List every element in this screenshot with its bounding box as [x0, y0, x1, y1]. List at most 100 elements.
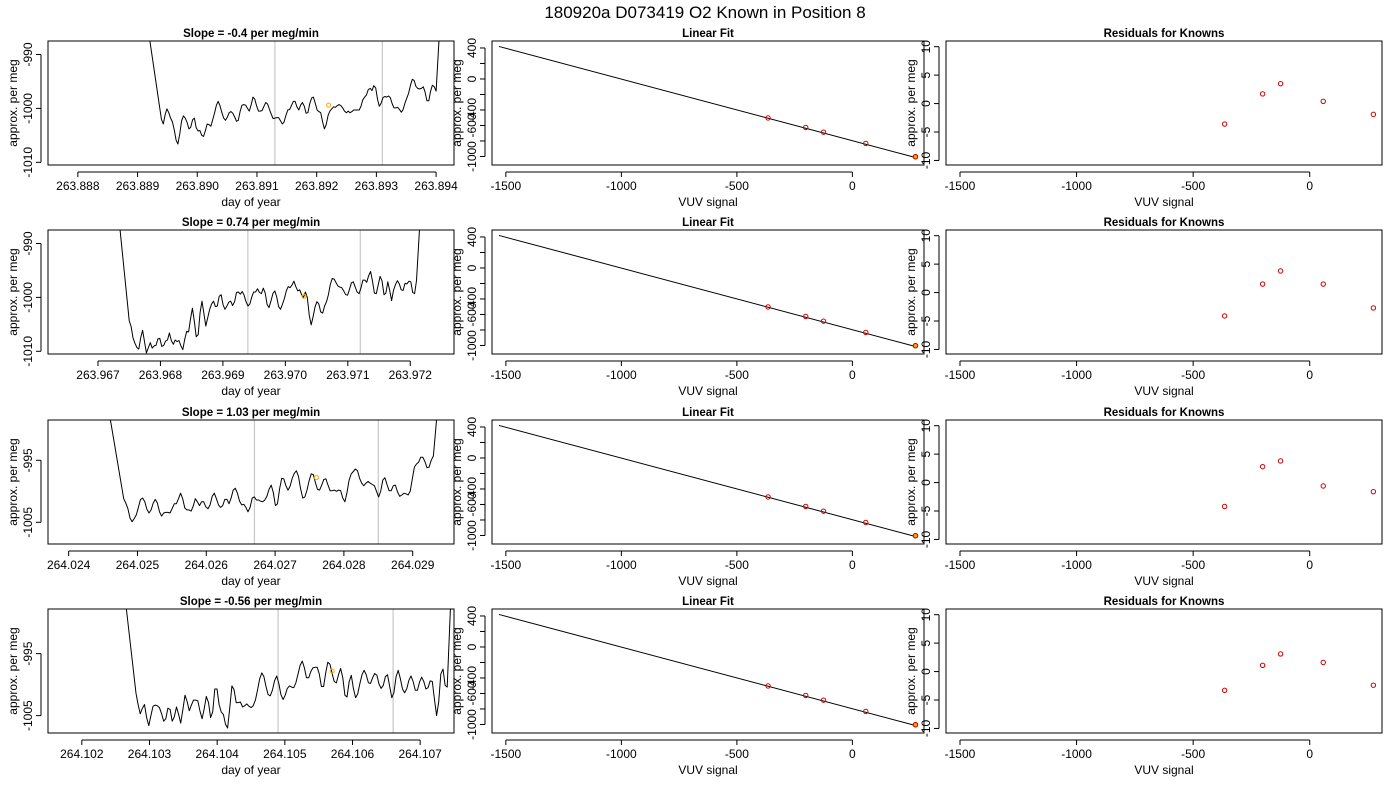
x-tick-label: 0	[849, 747, 856, 761]
x-tick-label: 263.888	[56, 179, 100, 193]
y-axis-label: approx. per meg	[904, 627, 918, 714]
x-tick-label: -500	[1181, 179, 1205, 193]
plot-area	[119, 230, 420, 354]
panel-2-1: Linear Fit -1500 -1000 -500 0 VUV signal -1000…	[450, 407, 925, 588]
y-tick-label: 10	[919, 40, 933, 54]
x-axis: -1500 -1000 -500 0 VUV signal	[945, 739, 1313, 777]
plot-frame	[491, 229, 925, 355]
x-tick-label: 0	[1306, 179, 1313, 193]
y-tick-label: 5	[919, 450, 933, 457]
y-tick-label: -1005	[21, 700, 35, 731]
x-tick-label: 264.102	[60, 747, 104, 761]
x-tick-label: 263.894	[414, 179, 458, 193]
x-tick-label: -1500	[945, 179, 976, 193]
y-tick-label: -5	[919, 315, 933, 326]
x-tick-label: 264.029	[391, 558, 435, 572]
data-trace	[149, 41, 440, 145]
y-tick-label: -1000	[21, 93, 35, 124]
y-tick-label: 0	[465, 454, 479, 461]
x-tick-label: 263.893	[355, 179, 399, 193]
x-axis: -1500 -1000 -500 0 VUV signal	[491, 360, 856, 398]
plot-area	[1221, 80, 1377, 127]
y-tick-label: -600	[465, 302, 479, 326]
plot-frame	[945, 40, 1383, 166]
x-tick-label: -1000	[1061, 179, 1092, 193]
y-tick-label: 0	[465, 264, 479, 271]
plot-area	[1221, 651, 1377, 694]
data-point	[765, 683, 771, 689]
highlight-point	[313, 475, 319, 481]
highlight-point	[329, 668, 335, 674]
x-tick-label: 0	[849, 179, 856, 193]
plot-frame	[491, 40, 925, 166]
data-point	[863, 329, 869, 336]
plot-frame	[945, 229, 1383, 355]
x-tick-label: 263.892	[295, 179, 339, 193]
x-axis-label: day of year	[221, 384, 280, 398]
y-tick-label: -600	[465, 492, 479, 516]
y-axis-label: approx. per meg	[6, 59, 20, 146]
x-tick-label: -500	[1181, 747, 1205, 761]
fit-line	[498, 424, 917, 538]
y-axis-label: approx. per meg	[904, 59, 918, 146]
y-tick-label: -10	[919, 719, 933, 737]
y-tick-label: 10	[919, 229, 933, 243]
x-axis-label: VUV signal	[678, 384, 737, 398]
plot-area	[1221, 268, 1377, 319]
panel-3-1: Linear Fit -1500 -1000 -500 0 VUV signal -1000…	[450, 596, 925, 777]
y-axis-label: approx. per meg	[450, 627, 464, 714]
y-tick-label: -1005	[21, 507, 35, 538]
x-tick-label: 264.105	[263, 747, 307, 761]
data-point	[1259, 662, 1266, 669]
data-point	[1221, 121, 1228, 127]
y-tick-label: 400	[465, 38, 479, 58]
x-tick-label: 0	[849, 368, 856, 382]
plot-frame	[491, 419, 925, 545]
x-tick-label: -1500	[491, 747, 522, 761]
x-tick-label: 263.970	[264, 368, 308, 382]
x-axis-label: VUV signal	[1134, 195, 1193, 209]
data-point	[1320, 483, 1326, 489]
plot-area	[125, 609, 451, 729]
data-point	[820, 697, 827, 703]
data-point	[1221, 687, 1228, 694]
data-point	[863, 140, 869, 147]
x-axis-label: VUV signal	[1134, 763, 1193, 777]
data-point	[803, 692, 809, 699]
x-tick-label: 263.890	[176, 179, 220, 193]
x-tick-label: -1500	[491, 558, 522, 572]
plot-frame	[491, 608, 925, 734]
panel-2-2: Residuals for Knowns -1500 -1000 -500 0 VUV s…	[904, 407, 1383, 588]
data-point	[820, 508, 827, 514]
y-axis-label: approx. per meg	[6, 438, 20, 525]
x-tick-label: -1000	[606, 368, 637, 382]
y-tick-label: -1010	[21, 147, 35, 178]
x-tick-label: 264.104	[195, 747, 239, 761]
y-tick-label: -400	[465, 477, 479, 501]
data-point	[1277, 80, 1284, 87]
x-axis-label: day of year	[221, 763, 280, 777]
y-tick-label: -600	[465, 681, 479, 705]
y-tick-label: -600	[465, 113, 479, 137]
plot-area	[109, 420, 438, 523]
x-tick-label: -1000	[606, 747, 637, 761]
x-tick-label: -1000	[1061, 558, 1092, 572]
x-tick-label: -1500	[945, 558, 976, 572]
data-trace	[109, 420, 438, 523]
data-point	[820, 129, 827, 135]
data-point	[1259, 91, 1266, 97]
x-tick-label: 264.106	[331, 747, 375, 761]
y-tick-label: -1000	[465, 330, 479, 361]
data-point	[1370, 682, 1377, 688]
x-tick-label: -500	[1181, 368, 1205, 382]
plot-area	[149, 41, 440, 145]
page-title: 180920a D073419 O2 Known in Position 8	[544, 3, 865, 22]
